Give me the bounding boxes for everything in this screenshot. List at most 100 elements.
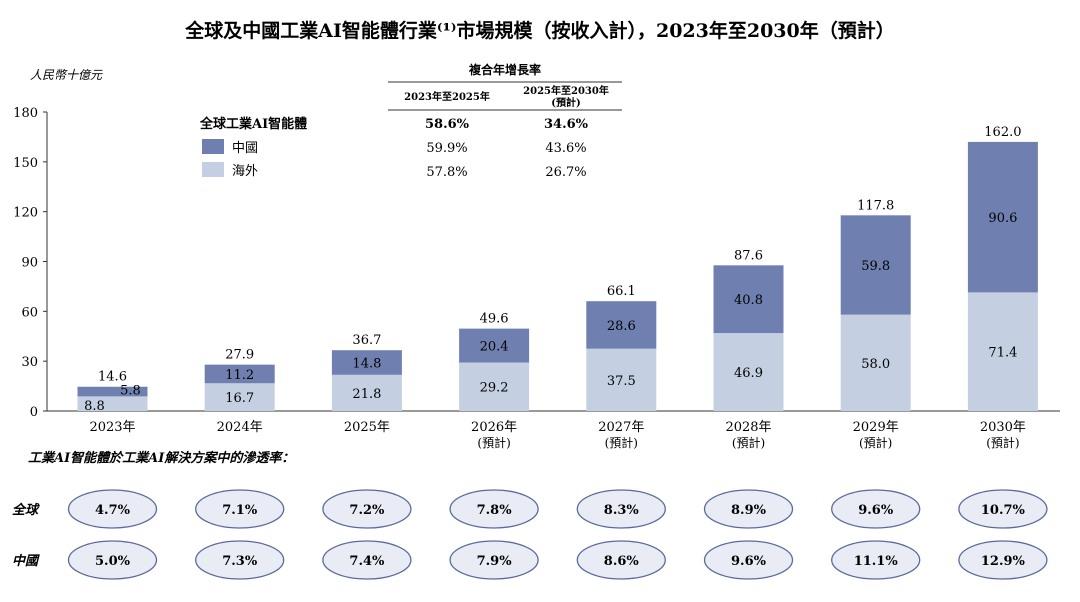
penetration-ellipses: 4.7% 7.1% 7.2% 7.8% 8.3% 8.9% 9.6% 10.7% 5.0% 7.3…: [67, 489, 1048, 580]
legend-title: 全球工業AI智能體: [199, 116, 307, 132]
penetration-value: 9.6%: [858, 503, 894, 518]
chart-legend: 全球工業AI智能體 中國 海外: [199, 116, 307, 179]
x-category-label: 2024年: [217, 420, 263, 435]
bar-overseas: [713, 333, 784, 411]
bar-china: [713, 265, 784, 334]
bar-overseas: [331, 374, 402, 411]
penetration-value: 7.2%: [349, 503, 385, 518]
penetration-value: 11.1%: [854, 554, 899, 569]
total-value-label: 117.8: [857, 198, 894, 213]
total-value-label: 49.6: [480, 312, 509, 327]
penetration-ellipse: [449, 489, 539, 529]
penetration-ellipse: [576, 489, 666, 529]
x-axis-labels: 2023年 2024年 2025年 2026年(預計)2027年(預計)2028年(預…: [89, 420, 1025, 450]
overseas-value-label: 58.0: [861, 357, 890, 372]
cagr-overseas-2023-2025: 57.8%: [426, 165, 467, 180]
penetration-ellipse: [67, 489, 158, 529]
penetration-ellipse: [322, 489, 412, 529]
penetration-value: 7.9%: [477, 554, 513, 569]
cagr-global-2023-2025: 58.6%: [425, 117, 470, 132]
cagr-china-2025-2030: 43.6%: [545, 141, 586, 156]
cagr-table-header: 複合年增長率: [468, 62, 541, 77]
x-category-sublabel: (預計): [732, 435, 765, 450]
x-category-sublabel: (預計): [477, 435, 510, 450]
overseas-value-label: 46.9: [734, 366, 763, 381]
y-tick-label: 180: [13, 106, 38, 121]
penetration-ellipse: [831, 540, 921, 580]
bar-overseas: [967, 292, 1038, 411]
x-category-label: 2026年: [471, 420, 517, 435]
china-value-label: 11.2: [225, 368, 254, 383]
total-value-label: 27.9: [225, 348, 254, 363]
overseas-value-label: 16.7: [225, 391, 254, 406]
penetration-ellipse: [67, 540, 158, 580]
bar-overseas: [840, 314, 911, 411]
y-tick-label: 120: [13, 206, 38, 221]
bar-china: [840, 215, 911, 315]
y-tick-label: 150: [13, 156, 38, 171]
overseas-value-label: 37.5: [607, 374, 636, 389]
bar-overseas: [459, 362, 530, 411]
penetration-value: 7.4%: [349, 554, 385, 569]
bar-china: [77, 386, 148, 397]
cagr-china-2023-2025: 59.9%: [426, 141, 467, 156]
x-category-label: 2025年: [344, 420, 390, 435]
chart-bars: 8.8 5.814.6 16.7 11.2 27.9 21.8 14.8 36.7 29.2 20…: [77, 125, 1038, 414]
chart-title: 全球及中國工業AI智能體行業⁽¹⁾市場規模（按收入計），2023年至2030年（…: [184, 19, 895, 42]
overseas-value-label: 29.2: [480, 381, 509, 396]
x-category-label: 2029年: [853, 420, 899, 435]
x-category-sublabel: (預計): [605, 435, 638, 450]
china-value-label: 90.6: [988, 211, 1017, 226]
penetration-value: 8.3%: [604, 503, 640, 518]
legend-label-china: 中國: [232, 141, 258, 156]
cagr-col2-subheader: (預計): [551, 96, 580, 109]
penetration-ellipse: [576, 540, 666, 580]
bar-overseas: [204, 383, 275, 411]
cagr-col1-header: 2023年至2025年: [404, 90, 490, 103]
overseas-value-label: 71.4: [988, 346, 1017, 361]
y-tick-label: 90: [21, 256, 38, 271]
penetration-ellipse: [195, 489, 285, 529]
x-category-sublabel: (預計): [859, 435, 892, 450]
total-value-label: 87.6: [734, 248, 763, 263]
penetration-row-label-global: 全球: [12, 502, 40, 518]
total-value-label: 162.0: [984, 125, 1021, 140]
y-axis-unit-label: 人民幣十億元: [30, 68, 103, 82]
legend-swatch-overseas: [202, 162, 224, 177]
legend-swatch-china: [202, 139, 224, 154]
china-value-label: 20.4: [480, 340, 509, 355]
bar-china: [586, 301, 657, 349]
penetration-value: 8.9%: [731, 503, 767, 518]
penetration-value: 12.9%: [981, 554, 1026, 569]
cagr-global-2025-2030: 34.6%: [544, 117, 589, 132]
penetration-value: 7.1%: [222, 503, 258, 518]
x-category-label: 2027年: [598, 420, 644, 435]
penetration-value: 7.3%: [222, 554, 258, 569]
bar-overseas: [586, 348, 657, 411]
penetration-ellipse: [322, 540, 412, 580]
y-tick-label: 60: [21, 305, 38, 320]
cagr-overseas-2025-2030: 26.7%: [545, 165, 586, 180]
penetration-ellipse: [703, 489, 794, 529]
penetration-title: 工業AI智能體於工業AI解決方案中的滲透率：: [28, 450, 294, 466]
penetration-value: 10.7%: [981, 503, 1026, 518]
y-tick-label: 30: [21, 355, 38, 370]
x-category-label: 2030年: [980, 420, 1026, 435]
legend-label-overseas: 海外: [232, 164, 258, 179]
penetration-value: 7.8%: [477, 503, 513, 518]
total-value-label: 66.1: [607, 284, 636, 299]
bar-china: [459, 328, 530, 363]
china-value-label: 5.8: [120, 383, 141, 398]
total-value-label: 36.7: [352, 333, 381, 348]
penetration-value: 9.6%: [731, 554, 767, 569]
cagr-col2-header: 2025年至2030年: [523, 84, 609, 97]
china-value-label: 28.6: [607, 319, 636, 334]
penetration-value: 8.6%: [604, 554, 640, 569]
x-category-label: 2023年: [89, 420, 135, 435]
penetration-ellipse: [449, 540, 539, 580]
x-category-label: 2028年: [725, 420, 771, 435]
penetration-ellipse: [958, 540, 1048, 580]
penetration-row-label-china: 中國: [12, 553, 40, 569]
bar-overseas: [77, 396, 148, 411]
